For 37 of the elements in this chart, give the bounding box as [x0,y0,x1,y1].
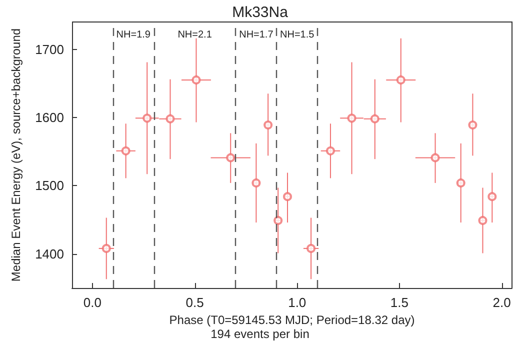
point [283,192,292,202]
y-tick-label: 1500 [35,178,64,194]
point [478,216,488,225]
point [166,114,175,124]
annotation: NH=1.9 [116,30,151,40]
point [396,75,406,84]
point [370,114,380,124]
x-tick-label: 0.5 [186,295,204,310]
point [264,120,273,130]
point [121,146,130,156]
y-tick-label: 1700 [35,42,64,57]
point [468,120,478,130]
point [252,178,261,188]
point [430,153,440,162]
point [347,114,356,123]
point [488,192,497,202]
point [326,146,335,156]
text: 194 events per bin [210,327,310,341]
point [274,216,283,225]
point [456,178,466,188]
point [226,153,236,162]
x-tick-label: 1.5 [390,295,408,310]
y-tick-label: 1600 [35,110,64,125]
x-tick-label: 0.0 [83,295,102,310]
annotation: NH=2.1 [178,30,212,40]
y-tick-label: 1400 [35,246,64,262]
point [142,114,152,123]
chart-title: Mk33Na [232,4,289,21]
point [102,244,111,253]
point [306,244,316,253]
annotation: NH=1.7 [239,30,274,40]
x-tick-label: 2.0 [492,295,511,310]
point [192,75,201,84]
x-axis-title: Phase (T0=59145.53 MJD; Period=18.32 day) [169,312,415,327]
annotation: NH=1.5 [280,30,315,40]
x-tick-label: 1.0 [288,295,306,310]
y-axis-title: Median Event Energy (eV), source+background [9,28,23,282]
